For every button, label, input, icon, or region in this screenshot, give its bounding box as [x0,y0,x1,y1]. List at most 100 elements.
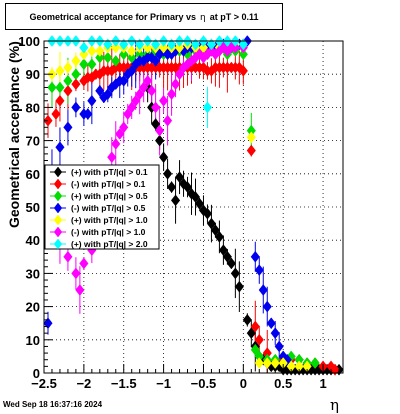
data-point [127,64,137,77]
data-point [107,151,117,164]
x-tick-label: −1 [156,376,171,391]
data-point [79,48,89,61]
data-point [87,45,97,57]
data-point [202,207,213,220]
data-point [230,41,240,54]
data-point [246,327,256,340]
data-point [143,74,153,87]
data-point [218,244,229,257]
data-point [115,128,125,140]
data-point [170,194,181,207]
data-point [190,191,201,203]
y-tick-label: 50 [26,200,40,215]
data-point [246,144,256,157]
data-point [71,78,81,91]
data-point [151,101,161,114]
data-point [135,88,145,101]
data-point [166,88,177,101]
legend-box [44,164,160,250]
data-point [182,181,193,193]
legend-entry: (+) with pT/|q| > 0.5 [71,191,148,201]
axes: −2.5 −2 −1.5 −1 −0.5 0 0.5 10102030405060708090… [18,34,344,391]
data-point [266,317,276,330]
data-point [242,313,252,326]
data-point [230,267,240,280]
y-tick-label: 90 [26,67,40,82]
y-tick-label: 40 [26,233,40,248]
footer-timestamp: Wed Sep 18 16:37:16 2024 [3,400,103,409]
data-points [43,35,344,376]
data-point [87,58,97,71]
data-point [238,48,248,61]
data-point [174,41,185,54]
data-point [274,340,284,353]
data-point [55,94,65,107]
y-tick-label: 30 [26,266,40,281]
data-point [151,118,161,130]
data-point [51,108,61,120]
data-point [111,41,121,54]
data-point [55,64,65,77]
data-point [166,38,177,51]
data-point [310,357,320,369]
y-tick-label: 10 [26,333,40,348]
data-point [127,45,137,57]
data-point [143,41,153,54]
data-point [258,284,268,296]
chart-title-symbol: η [200,13,206,23]
x-tick-label: 1 [319,376,326,391]
legend-entry: (+) with pT/|q| > 0.1 [71,167,148,177]
data-point [162,114,173,127]
data-point [330,363,340,376]
data-point [95,84,105,97]
x-tick-label: −1.5 [111,376,137,391]
legend-entry: (-) with pT/|q| > 1.0 [71,227,146,237]
data-point [226,257,236,270]
data-point [254,357,264,369]
data-point [250,343,260,356]
x-tick-label: 0.5 [274,376,292,391]
data-point [262,300,272,313]
chart-title: Geometrical acceptance for Primary vs η at… [5,3,283,30]
data-point [119,48,129,61]
data-point [210,224,221,237]
legend-marker [53,178,63,190]
y-tick-label: 60 [26,167,40,182]
data-point [103,88,113,101]
y-tick-label: 100 [18,34,40,49]
legend-entry: (+) with pT/|q| > 2.0 [71,239,148,249]
legend-marker [53,238,63,250]
data-point [147,84,157,97]
data-point [55,81,65,94]
data-point [95,45,105,57]
data-point [162,167,173,180]
legend-entry: (-) with pT/|q| > 0.5 [71,203,146,213]
data-point [119,74,129,87]
x-tick-label: −2.5 [31,376,57,391]
data-point [270,357,280,369]
y-axis-label: Geometrical acceptance (%) [6,41,22,228]
data-point [119,38,129,51]
x-axis-label: η [330,396,339,414]
data-point [254,264,264,276]
legend-marker [53,202,63,214]
data-point [158,94,169,107]
data-point [198,204,209,217]
data-point [238,38,248,51]
data-point [198,61,209,74]
legend-marker [53,190,63,202]
y-tick-label: 0 [33,366,40,381]
data-point [174,171,185,184]
data-point [174,68,185,81]
data-point [127,101,137,114]
data-point [79,41,89,54]
data-point [186,187,197,200]
data-point [63,250,73,263]
legend-marker [53,226,63,238]
data-point [63,121,73,134]
y-tick-label: 70 [26,134,40,149]
data-point [71,68,81,81]
data-point [63,74,73,87]
data-point [206,45,217,57]
legend: (+) with pT/|q| > 0.1 (-) with pT/|q| > 0… [44,164,160,250]
